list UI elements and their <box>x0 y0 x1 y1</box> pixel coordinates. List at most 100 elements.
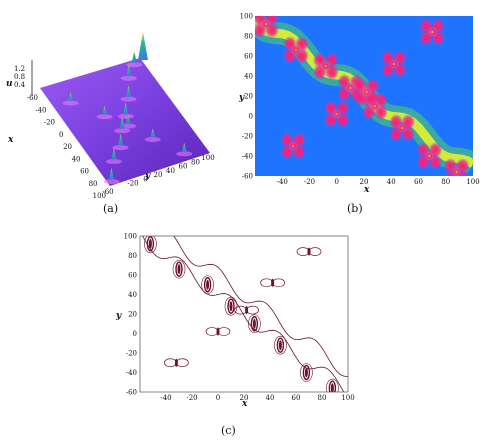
surface-highlight-3 <box>114 128 131 134</box>
x-tick: 100 <box>466 178 479 186</box>
y-tick: 20 <box>244 93 253 101</box>
surface-highlights <box>62 62 193 185</box>
hotspot-2 <box>312 52 339 80</box>
hotspot-9 <box>380 50 407 78</box>
contour-core-3 <box>224 296 238 316</box>
panel-b-density-plot: -40 -20 0 20 40 60 80 100 100 80 60 40 20 0 -20 -40 -60… <box>235 8 480 196</box>
x-axis-label-c: x <box>241 399 248 408</box>
x-tick: -20 <box>304 178 315 186</box>
surface-peak-11 <box>102 105 108 115</box>
x-tick: 40 <box>266 394 275 402</box>
y-axis-ticks-b: 100 80 60 40 20 0 -20 -40 -60 <box>240 13 253 181</box>
y-axis-label-a: y <box>144 171 151 181</box>
x-tick: -40 <box>160 394 171 402</box>
panel-c-svg: -40 -20 0 20 40 60 80 100 100 80 60 40 20 0 -20 -40 -60… <box>115 233 355 410</box>
surface-peak-0 <box>109 167 114 180</box>
surface-peak-4 <box>123 102 129 115</box>
surface-highlight-5 <box>120 96 137 102</box>
x-tick: 60 <box>414 178 423 186</box>
x-axis-ticks-c: -40 -20 0 20 40 60 80 100 <box>160 394 354 402</box>
x-tick: 0 <box>335 178 339 186</box>
contour-line-1 <box>173 236 348 377</box>
y-tick-a: 80 <box>191 158 200 166</box>
surface-plane <box>40 58 210 186</box>
y-tick: -60 <box>126 389 137 397</box>
x-tick-a: 20 <box>63 143 72 151</box>
surface-peak-9 <box>150 128 156 138</box>
surface-highlight-6 <box>120 75 137 81</box>
hotspot-6 <box>416 142 443 170</box>
x-tick-a: -40 <box>35 106 46 114</box>
x-tick: 40 <box>387 178 396 186</box>
panel-c-contour-plot: -40 -20 0 20 40 60 80 100 100 80 60 40 20 0 -20 -40 -60… <box>110 228 360 410</box>
contour-core-9 <box>260 278 285 288</box>
surface-peak-2 <box>118 133 124 146</box>
surface-peak-1 <box>111 147 117 160</box>
contour-core-8 <box>296 247 322 256</box>
y-tick-a: 20 <box>154 171 163 179</box>
surface-peak-7 <box>131 50 137 63</box>
x-tick: 20 <box>240 394 249 402</box>
y-tick-a: 60 <box>179 163 188 171</box>
x-tick: -40 <box>277 178 288 186</box>
contour-core-5 <box>274 335 287 355</box>
surface-highlight-0 <box>103 179 120 185</box>
y-tick: 40 <box>244 73 253 81</box>
x-axis-label-a: x <box>7 135 14 145</box>
x-axis-ticks-b: -40 -20 0 20 40 60 80 100 <box>277 178 480 186</box>
hotspot-12 <box>280 132 307 160</box>
surface-peaks <box>68 32 187 180</box>
contour-core-1 <box>172 259 186 279</box>
x-tick-a: -20 <box>44 119 55 127</box>
contour-core-11 <box>205 327 231 336</box>
contour-core-4 <box>248 314 261 334</box>
hotspot-7 <box>443 158 470 176</box>
x-axis-label-b: x <box>363 185 370 193</box>
y-tick: 100 <box>124 233 137 241</box>
contour-line-0 <box>142 236 345 392</box>
surface-peak-6 <box>126 64 132 77</box>
x-tick-a: 100 <box>93 192 106 198</box>
caption-c: (c) <box>221 424 236 437</box>
x-tick: 100 <box>341 394 354 402</box>
y-tick: 60 <box>244 53 253 61</box>
y-axis-ticks-c: 100 80 60 40 20 0 -20 -40 -60 <box>124 233 137 397</box>
surface-highlight-4 <box>117 113 134 119</box>
x-tick-a: 0 <box>59 131 63 139</box>
hotspot-10 <box>353 78 380 106</box>
x-tick: 0 <box>216 394 220 402</box>
u-axis-label: u <box>6 79 13 89</box>
y-tick: 100 <box>240 13 253 21</box>
y-tick: 80 <box>244 33 253 41</box>
contour-core-10 <box>234 305 259 315</box>
x-tick-a: 80 <box>89 180 98 188</box>
panel-a-surface-plot: 1.2 0.8 0.4 u -60 -40 -20 0 20 40 60 80 100 x -6… <box>0 18 230 200</box>
y-tick-a: 40 <box>166 167 175 175</box>
hotspot-5 <box>389 114 416 142</box>
y-tick: 0 <box>133 330 137 338</box>
y-tick: 0 <box>249 113 253 121</box>
x-tick: 20 <box>360 178 369 186</box>
y-tick: 60 <box>128 272 137 280</box>
surface-highlight-9 <box>144 136 161 142</box>
y-tick: -40 <box>126 369 137 377</box>
y-tick: -20 <box>126 350 137 358</box>
contour-core-2 <box>201 275 214 295</box>
contour-core-6 <box>300 363 313 382</box>
surface-highlight-2 <box>112 145 129 151</box>
x-tick: 80 <box>318 394 327 402</box>
surface-highlight-1 <box>105 159 122 165</box>
y-axis-label-b: y <box>238 93 245 103</box>
y-tick: 80 <box>128 252 137 260</box>
contour-core-12 <box>164 358 189 368</box>
contour-core-0 <box>144 236 157 254</box>
x-tick: 60 <box>292 394 301 402</box>
surface-peak-5 <box>126 85 131 98</box>
hotspot-0 <box>255 16 279 38</box>
x-tick: -20 <box>186 394 197 402</box>
surface-highlight-11 <box>96 114 113 120</box>
x-tick: 80 <box>441 178 450 186</box>
surface-peak-3 <box>119 116 125 129</box>
